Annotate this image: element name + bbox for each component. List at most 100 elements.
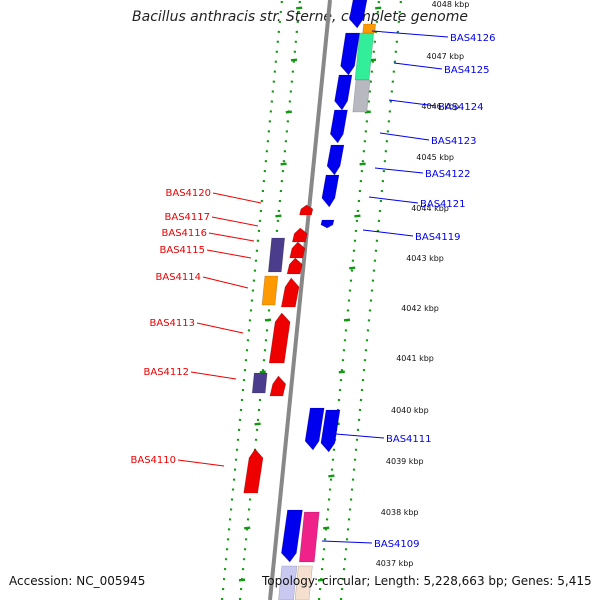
ruler-label: 4037 kbp	[376, 559, 414, 568]
ruler-label: 4046 kbp	[421, 102, 459, 111]
ruler-label: 4038 kbp	[381, 508, 419, 517]
gene-box-orange	[261, 275, 279, 306]
ruler-label: 4045 kbp	[416, 153, 454, 162]
genome-stats: Topology: circular; Length: 5,228,663 bp…	[262, 574, 592, 588]
accession-text: Accession: NC_005945	[9, 574, 146, 588]
ruler-tick	[238, 578, 246, 582]
leader-line-rev	[211, 216, 259, 227]
ruler-label: 4043 kbp	[406, 254, 444, 263]
map-title: Bacillus anthracis str. Sterne, complete…	[132, 9, 468, 25]
ruler-tick	[343, 318, 351, 322]
gene-arrow-BAS4111-a	[304, 407, 325, 451]
ruler-tick	[328, 474, 335, 478]
ruler-tick	[290, 58, 298, 62]
ruler-label: 4041 kbp	[396, 354, 434, 363]
tick-track-2	[317, 0, 381, 600]
gene-label-BAS4112: BAS4112	[144, 367, 190, 378]
gene-arrow-BAS4117	[291, 227, 308, 243]
gene-label-BAS4119: BAS4119	[415, 232, 461, 243]
gene-label-BAS4115: BAS4115	[160, 245, 206, 256]
leader-line-rev	[206, 249, 252, 259]
tick-track-1	[220, 0, 284, 600]
gene-label-BAS4120: BAS4120	[166, 188, 212, 199]
gene-arrow-BAS4119	[320, 219, 335, 229]
leader-line-fwd	[393, 62, 443, 70]
ruler-tick	[359, 162, 366, 166]
gene-arrow-BAS4112	[269, 375, 287, 397]
gene-arrow-BAS4114	[280, 277, 300, 308]
gene-label-BAS4117: BAS4117	[165, 212, 211, 223]
leader-line-fwd	[379, 132, 430, 141]
gene-label-BAS4110: BAS4110	[131, 455, 177, 466]
ruler-tick	[285, 110, 292, 114]
gene-box-purple-b	[251, 372, 268, 394]
gene-label-BAS4122: BAS4122	[425, 169, 471, 180]
gene-label-BAS4109: BAS4109	[374, 539, 420, 550]
ruler-label: 4048 kbp	[432, 0, 470, 9]
gene-label-BAS4113: BAS4113	[150, 318, 196, 329]
leader-line-fwd	[388, 99, 437, 107]
gene-label-BAS4124: BAS4124	[438, 102, 484, 113]
ruler-tick	[254, 422, 261, 426]
leader-line-rev	[208, 232, 255, 242]
leader-line-fwd	[368, 196, 419, 204]
gene-box-peach	[294, 565, 313, 600]
gene-arrow-BAS4116	[289, 241, 306, 259]
leader-line-rev	[190, 371, 237, 380]
ruler-label: 4047 kbp	[426, 52, 464, 61]
gene-arrow-BAS4110	[243, 448, 264, 494]
gene-arrow-BAS4122	[326, 144, 345, 176]
gene-arrow-BAS4124	[334, 74, 353, 111]
ruler-tick	[375, 6, 382, 10]
ruler-tick	[259, 370, 266, 374]
ruler-tick	[369, 58, 377, 62]
gene-label-BAS4126: BAS4126	[450, 33, 496, 44]
gene-arrow-BAS4111-b	[320, 409, 341, 453]
leader-line-fwd	[374, 167, 424, 174]
gene-label-BAS4111: BAS4111	[386, 434, 432, 445]
gene-box-purple-a	[267, 237, 286, 273]
gene-arrow-BAS4113	[268, 312, 291, 364]
gene-arrow-BAS4126	[348, 0, 368, 29]
ruler-tick	[354, 214, 361, 218]
gene-arrow-BAS4121	[321, 174, 340, 208]
leader-line-rev	[212, 192, 262, 204]
gene-arrow-BAS4115	[286, 257, 303, 275]
ruler-tick	[264, 318, 272, 322]
gene-box-orange-top	[362, 23, 376, 34]
gene-label-BAS4116: BAS4116	[162, 228, 208, 239]
tick-track-3	[339, 0, 403, 600]
gene-arrow-BAS4123	[329, 109, 348, 144]
backbone-line	[268, 0, 332, 600]
gene-box-lavender	[278, 565, 298, 600]
ruler-tick	[338, 370, 345, 374]
ruler-tick	[364, 110, 371, 114]
ruler-label: 4044 kbp	[411, 204, 449, 213]
gene-label-BAS4125: BAS4125	[444, 65, 490, 76]
gene-label-BAS4123: BAS4123	[431, 136, 477, 147]
leader-line-fwd	[371, 30, 449, 38]
leader-line-fwd	[335, 433, 385, 439]
ruler-tick	[349, 266, 356, 270]
ruler-tick	[317, 578, 325, 582]
ruler-label: 4039 kbp	[386, 457, 424, 466]
leader-line-rev	[196, 322, 244, 334]
leader-line-rev	[177, 459, 225, 467]
ruler-tick	[280, 162, 287, 166]
gene-arrow-BAS4125-blue	[340, 32, 361, 76]
leader-line-fwd	[321, 540, 373, 544]
ruler-tick	[323, 526, 330, 530]
ruler-tick	[244, 526, 251, 530]
ruler-label: 4042 kbp	[401, 304, 439, 313]
gene-box-gray	[352, 79, 371, 113]
leader-line-fwd	[362, 229, 414, 237]
ruler-label: 4040 kbp	[391, 406, 429, 415]
gene-box-pink	[298, 511, 320, 563]
leader-line-rev	[202, 276, 249, 289]
gene-label-BAS4114: BAS4114	[156, 272, 202, 283]
ruler-tick	[296, 6, 303, 10]
gene-arrow-BAS4109	[281, 509, 303, 563]
gene-arrow-BAS4120	[299, 204, 314, 216]
ruler-tick	[275, 214, 282, 218]
